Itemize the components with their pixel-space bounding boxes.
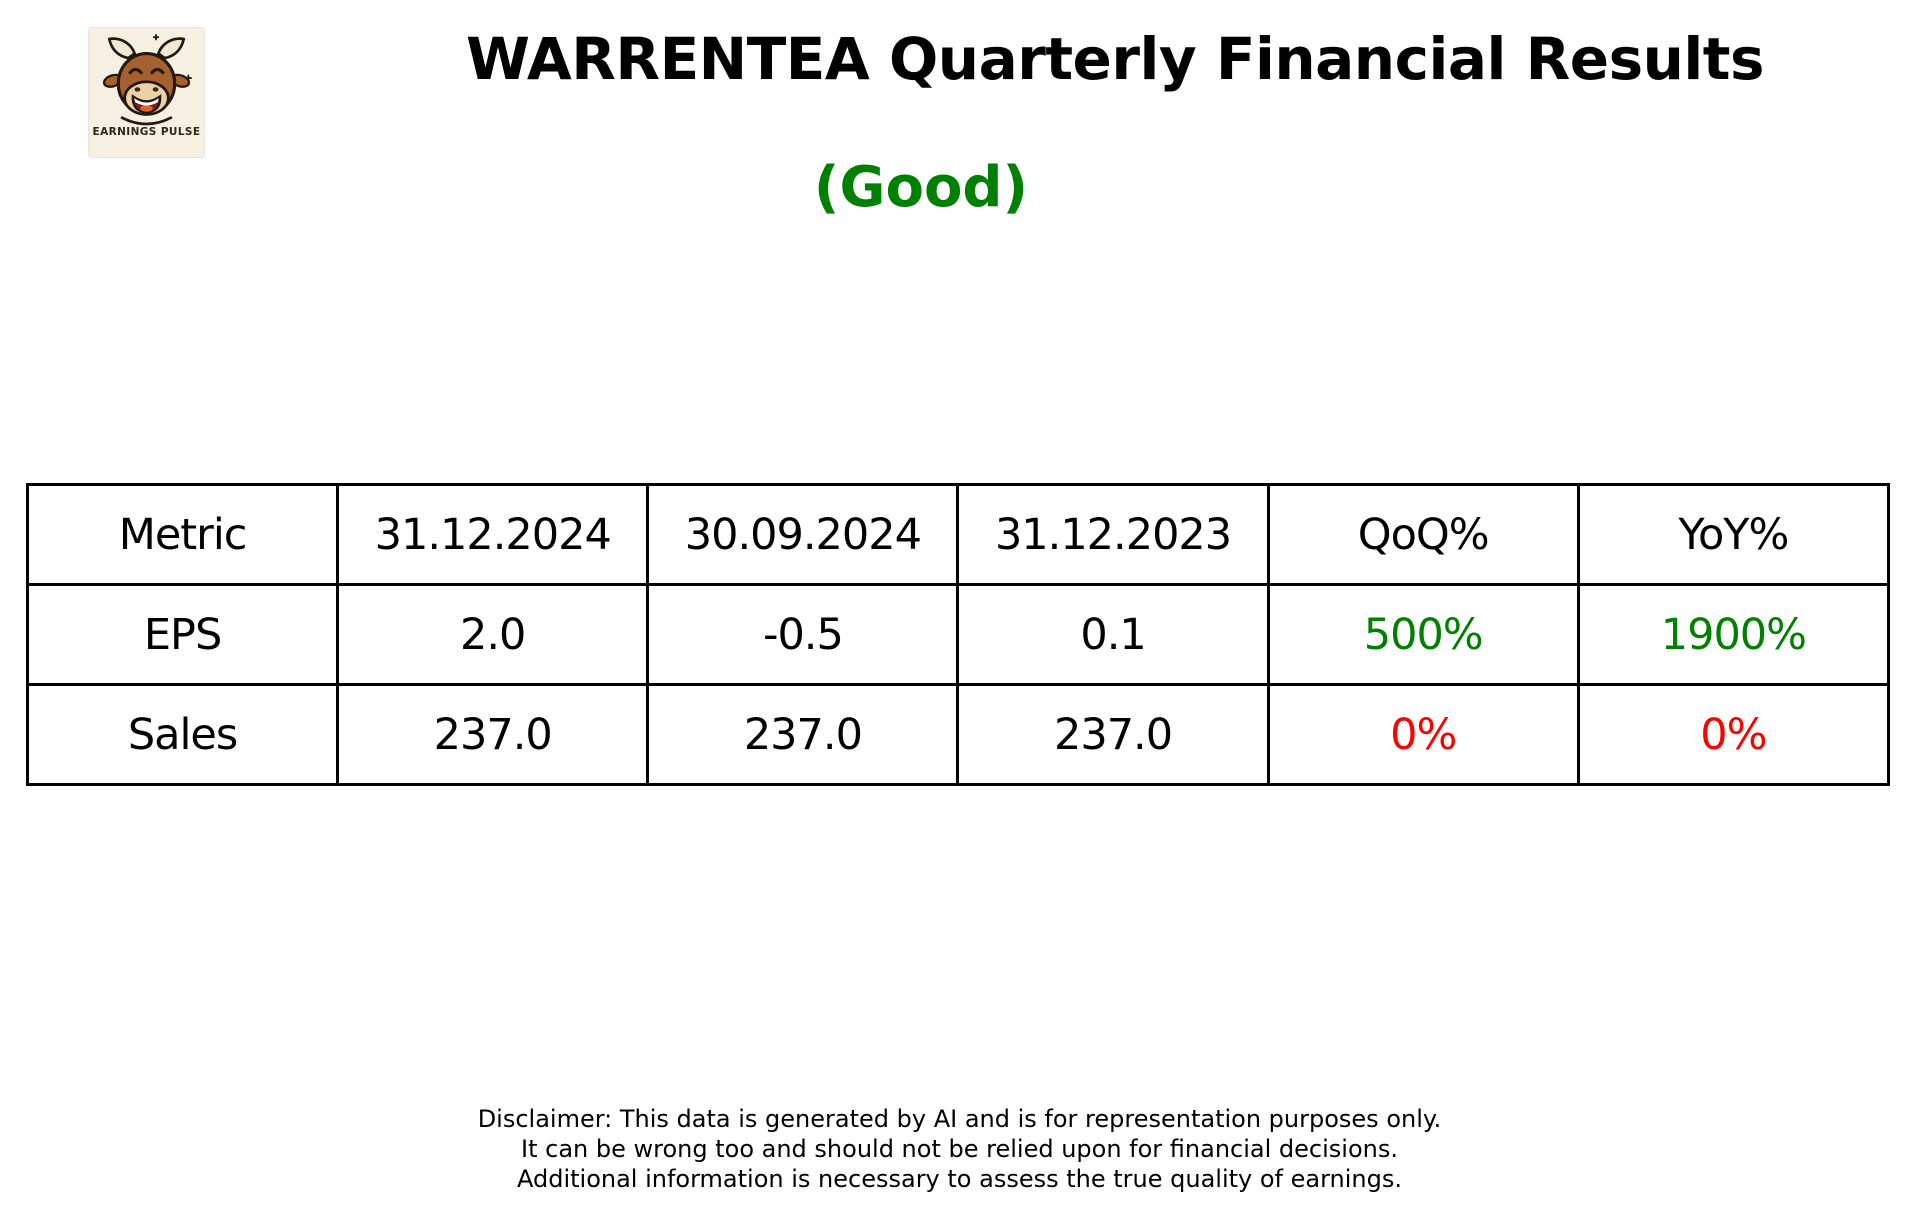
table-row-eps: EPS 2.0 -0.5 0.1 500% 1900%	[25, 583, 1891, 686]
value-cell: -0.5	[646, 583, 960, 686]
qoq-cell: 0%	[1266, 683, 1580, 786]
qoq-cell: 500%	[1266, 583, 1580, 686]
column-header-qoq: QoQ%	[1266, 483, 1580, 586]
yoy-cell: 0%	[1576, 683, 1891, 786]
metric-cell: EPS	[25, 583, 340, 686]
value-cell: 237.0	[336, 683, 650, 786]
column-header-period-2: 30.09.2024	[646, 483, 960, 586]
value-cell: 0.1	[956, 583, 1270, 686]
disclaimer-line: It can be wrong too and should not be re…	[521, 1135, 1398, 1163]
value-cell: 237.0	[956, 683, 1270, 786]
value-cell: 2.0	[336, 583, 650, 686]
disclaimer-text: Disclaimer: This data is generated by AI…	[0, 1104, 1919, 1194]
bull-icon	[102, 34, 192, 126]
column-header-metric: Metric	[25, 483, 340, 586]
logo-brand-text: EARNINGS PULSE	[92, 126, 201, 138]
financial-results-table: Metric 31.12.2024 30.09.2024 31.12.2023 …	[25, 483, 1891, 786]
metric-cell: Sales	[25, 683, 340, 786]
disclaimer-line: Additional information is necessary to a…	[516, 1165, 1402, 1193]
yoy-cell: 1900%	[1576, 583, 1891, 686]
report-title: WARRENTEA Quarterly Financial Results	[465, 25, 1765, 93]
column-header-yoy: YoY%	[1576, 483, 1891, 586]
table-row-sales: Sales 237.0 237.0 237.0 0% 0%	[25, 683, 1891, 786]
table-header-row: Metric 31.12.2024 30.09.2024 31.12.2023 …	[25, 483, 1891, 586]
value-cell: 237.0	[646, 683, 960, 786]
column-header-period-3: 31.12.2023	[956, 483, 1270, 586]
earnings-pulse-logo: EARNINGS PULSE	[88, 27, 205, 158]
quality-verdict: (Good)	[813, 155, 1029, 220]
column-header-period-1: 31.12.2024	[336, 483, 650, 586]
disclaimer-line: Disclaimer: This data is generated by AI…	[477, 1105, 1442, 1133]
